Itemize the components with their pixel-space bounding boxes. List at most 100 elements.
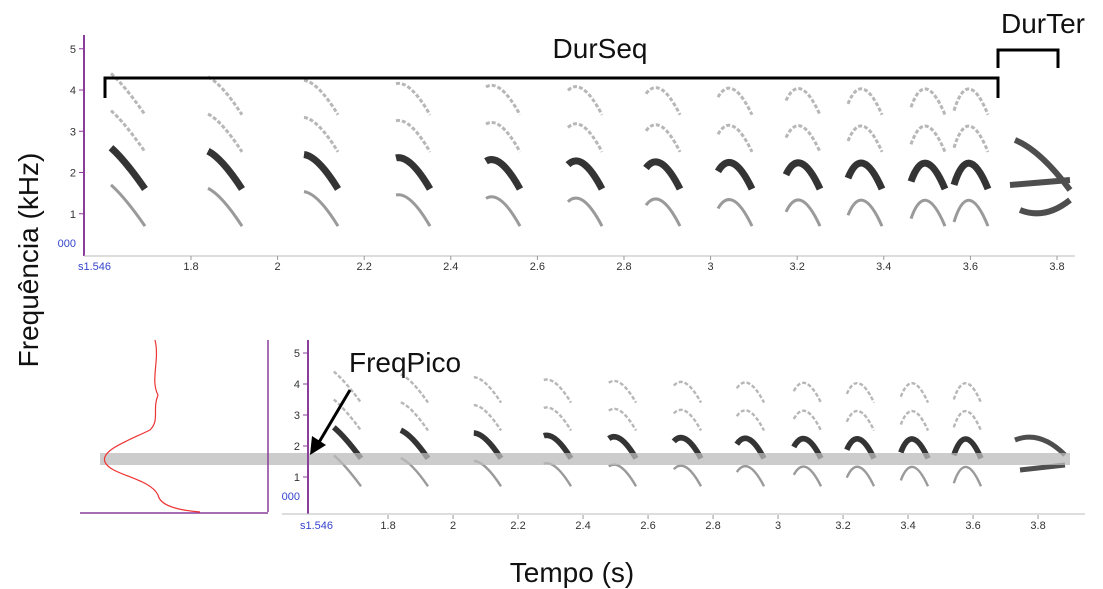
x-tick-label: 2.6 — [530, 261, 545, 273]
syllable — [899, 410, 930, 431]
x-start-label: s1.546 — [78, 261, 111, 273]
syllable — [951, 436, 984, 460]
syllable — [565, 157, 606, 191]
syllable — [485, 84, 522, 116]
syllable — [899, 465, 930, 487]
x-tick-label: 3.4 — [900, 520, 915, 532]
syllable — [207, 186, 244, 227]
syllable — [303, 78, 340, 116]
syllable — [716, 198, 754, 227]
syllable — [845, 465, 876, 487]
syllable — [672, 380, 703, 404]
syllable — [952, 409, 983, 431]
syllable — [907, 159, 949, 191]
annotation: DurTer — [1001, 8, 1085, 39]
y-tick-label: 4 — [70, 85, 76, 97]
syllable — [395, 193, 432, 227]
x-tick-label: 3.8 — [1030, 520, 1045, 532]
y-tick-label: 3 — [70, 126, 76, 138]
syllable — [846, 198, 884, 227]
syllable — [784, 87, 822, 116]
syllable — [672, 464, 703, 487]
syllable — [714, 159, 756, 191]
syllable — [672, 408, 703, 432]
x-tick-label: 1.8 — [380, 520, 395, 532]
x-tick-label: 3 — [708, 261, 714, 273]
syllable — [608, 379, 638, 404]
syllable — [333, 370, 362, 404]
x-tick-label: 2.4 — [443, 261, 458, 273]
x-tick-label: 3.8 — [1049, 261, 1064, 273]
syllable — [395, 154, 434, 191]
syllable — [395, 119, 432, 153]
annotation: DurSeq — [553, 33, 648, 64]
x-tick-label: 3.6 — [963, 261, 978, 273]
syllable — [110, 72, 147, 116]
annotation: FreqPico — [349, 347, 461, 378]
syllable — [207, 75, 244, 116]
syllable — [400, 373, 429, 404]
x-tick-label: 2.2 — [510, 520, 525, 532]
y-tick-label: 2 — [294, 441, 300, 453]
syllable — [782, 159, 824, 191]
syllable — [566, 122, 604, 153]
syllable — [643, 158, 684, 191]
syllable — [784, 198, 822, 227]
x-tick-label: 3 — [775, 520, 781, 532]
x-tick-label: 3.6 — [965, 520, 980, 532]
x-tick-label: 2.8 — [705, 520, 720, 532]
y-origin-label: 000 — [282, 491, 300, 503]
x-tick-label: 2.6 — [640, 520, 655, 532]
syllable — [909, 124, 947, 153]
syllable — [716, 123, 754, 153]
syllable — [473, 403, 503, 432]
syllable — [543, 406, 573, 432]
syllable — [716, 86, 754, 116]
spectrogram-art — [108, 72, 1073, 488]
y-tick-label: 2 — [70, 168, 76, 180]
syllable — [206, 148, 245, 191]
syllable — [644, 197, 682, 227]
syllable — [207, 112, 244, 153]
y-tick-label: 1 — [294, 472, 300, 484]
spectrum-curve — [103, 339, 201, 513]
x-tick-label: 2 — [275, 261, 281, 273]
syllable — [792, 409, 823, 432]
x-tick-label: 3.2 — [790, 261, 805, 273]
y-tick-label: 5 — [70, 44, 76, 56]
syllable — [1009, 137, 1073, 217]
syllable — [784, 124, 822, 153]
terminal-bracket — [996, 48, 1060, 68]
x-tick-label: 2 — [450, 520, 456, 532]
syllable — [952, 198, 990, 227]
syllable — [735, 409, 766, 432]
syllable — [952, 87, 990, 116]
syllable — [566, 85, 604, 116]
syllable — [608, 407, 638, 432]
x-tick-label: 2.4 — [575, 520, 590, 532]
syllable — [1014, 434, 1067, 473]
syllable — [543, 378, 573, 404]
arrow-head — [310, 436, 326, 455]
syllable — [485, 195, 522, 227]
x-tick-label: 3.4 — [876, 261, 891, 273]
syllable — [909, 198, 947, 227]
syllable — [110, 109, 147, 153]
syllable — [845, 409, 876, 432]
syllable — [952, 382, 983, 404]
x-tick-label: 1.8 — [183, 261, 198, 273]
syllable — [484, 156, 524, 191]
syllable — [303, 115, 340, 153]
sequence-bracket — [103, 76, 1000, 98]
syllable — [909, 87, 947, 116]
syllable — [735, 465, 766, 487]
syllable — [108, 145, 148, 191]
syllable — [952, 465, 983, 487]
y-tick-label: 3 — [294, 410, 300, 422]
arrow — [316, 389, 352, 445]
peak-band — [100, 453, 1070, 465]
x-tick-label: 3.2 — [835, 520, 850, 532]
syllable — [844, 159, 886, 191]
syllable — [395, 81, 432, 116]
